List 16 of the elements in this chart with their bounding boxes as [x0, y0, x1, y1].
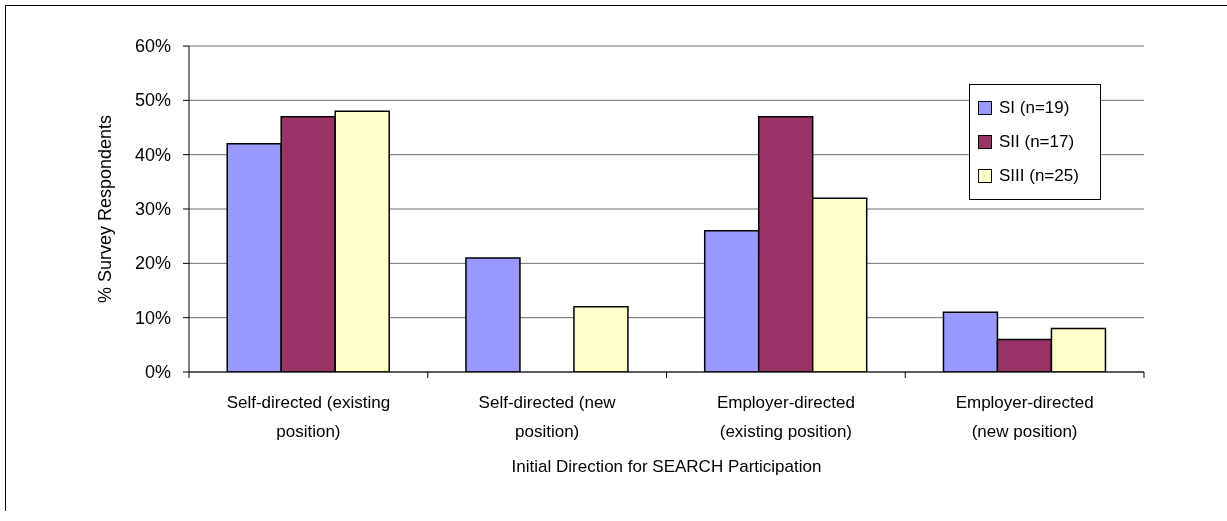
- x-tick-label: Self-directed (existing position): [226, 393, 391, 441]
- y-tick-label: 10%: [134, 307, 171, 328]
- legend-label: SIII (n=25): [999, 166, 1079, 186]
- x-tick-label: Employer-directed (new position): [955, 393, 1094, 441]
- legend-label: SI (n=19): [999, 98, 1070, 118]
- x-axis-title: Initial Direction for SEARCH Participation: [511, 457, 822, 476]
- y-tick-label: 0%: [144, 362, 171, 382]
- legend-label: SII (n=17): [999, 132, 1075, 152]
- y-tick-label: 50%: [134, 90, 171, 111]
- x-tick-label: Employer-directed (existing position): [716, 393, 855, 441]
- y-tick-label: 60%: [134, 36, 171, 56]
- y-tick-label: 40%: [134, 144, 171, 165]
- y-axis-title: % Survey Respondents: [95, 114, 115, 304]
- x-tick-label: Self-directed (new position): [478, 393, 617, 441]
- y-tick-label: 20%: [134, 253, 171, 274]
- y-tick-label: 30%: [134, 199, 171, 219]
